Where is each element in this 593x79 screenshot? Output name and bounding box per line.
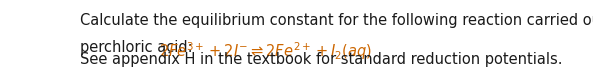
Text: perchloric acid:: perchloric acid: [79, 40, 202, 55]
Text: See appendix H in the textbook for standard reduction potentials.: See appendix H in the textbook for stand… [79, 52, 562, 67]
Text: $2Fe^{3+} + 2I^{-} \rightleftharpoons 2Fe^{2+} + I_2(aq)$: $2Fe^{3+} + 2I^{-} \rightleftharpoons 2F… [159, 40, 372, 62]
Text: Calculate the equilibrium constant for the following reaction carried out in 1 M: Calculate the equilibrium constant for t… [79, 13, 593, 27]
